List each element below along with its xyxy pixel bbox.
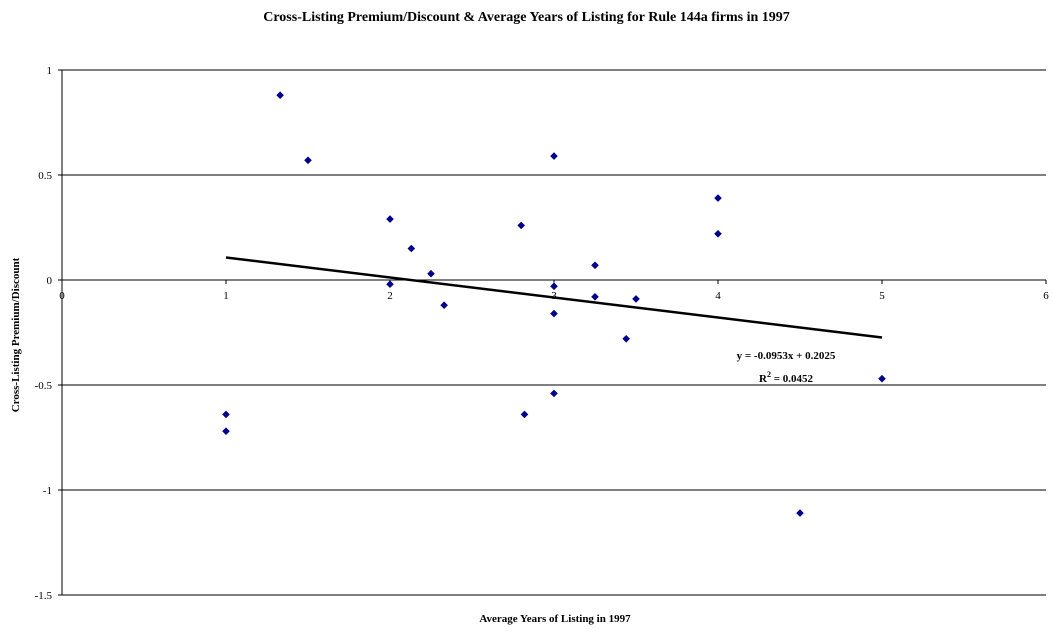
trendline-group — [225, 256, 883, 339]
data-point — [796, 509, 804, 517]
data-point — [440, 301, 448, 309]
chart-title: Cross-Listing Premium/Discount & Average… — [263, 10, 790, 25]
y-tick-label: 0.5 — [38, 170, 52, 182]
data-points — [222, 91, 886, 517]
y-tick-label: -0.5 — [35, 380, 53, 392]
data-point — [276, 91, 284, 99]
tick-labels: 1 0.5 0 -0.5 -1 -1.5 0 1 2 3 4 5 6 — [35, 65, 1050, 602]
data-point — [878, 374, 886, 383]
data-point — [222, 410, 230, 419]
trendline-annotation: y = -0.0953x + 0.2025 R2 = 0.0452 — [737, 350, 836, 385]
x-tick-label: 6 — [1043, 290, 1049, 302]
data-point — [550, 309, 558, 318]
data-point — [714, 230, 722, 238]
trendline-equation: y = -0.0953x + 0.2025 — [737, 350, 836, 362]
x-tick-label: 5 — [879, 290, 885, 302]
data-point — [407, 244, 416, 253]
data-point — [550, 152, 558, 160]
data-point — [520, 410, 529, 419]
y-tick-label: 1 — [47, 65, 53, 77]
y-tick-label: -1.5 — [35, 590, 53, 602]
x-tick-label: 3 — [551, 290, 557, 302]
data-point — [550, 282, 558, 291]
y-tick-label: 0 — [47, 275, 53, 287]
data-point — [304, 156, 312, 165]
data-point — [622, 335, 630, 343]
x-tick-label: 1 — [223, 290, 229, 302]
data-point — [591, 293, 599, 301]
data-point — [427, 269, 435, 278]
trendline-r-squared: R2 = 0.0452 — [759, 370, 813, 385]
data-point — [714, 194, 722, 202]
axes — [61, 70, 1046, 596]
x-tick-label: 0 — [59, 290, 65, 302]
data-point — [386, 215, 394, 223]
x-tick-label: 2 — [387, 290, 393, 302]
data-point — [517, 221, 525, 230]
x-tick-label: 4 — [715, 290, 721, 302]
data-point — [222, 427, 230, 435]
data-point — [591, 261, 599, 270]
trendline — [225, 256, 883, 339]
data-point — [550, 389, 558, 398]
x-axis-label: Average Years of Listing in 1997 — [479, 613, 631, 625]
data-point — [386, 280, 394, 288]
y-tick-label: -1 — [43, 485, 52, 497]
data-point — [632, 295, 640, 303]
